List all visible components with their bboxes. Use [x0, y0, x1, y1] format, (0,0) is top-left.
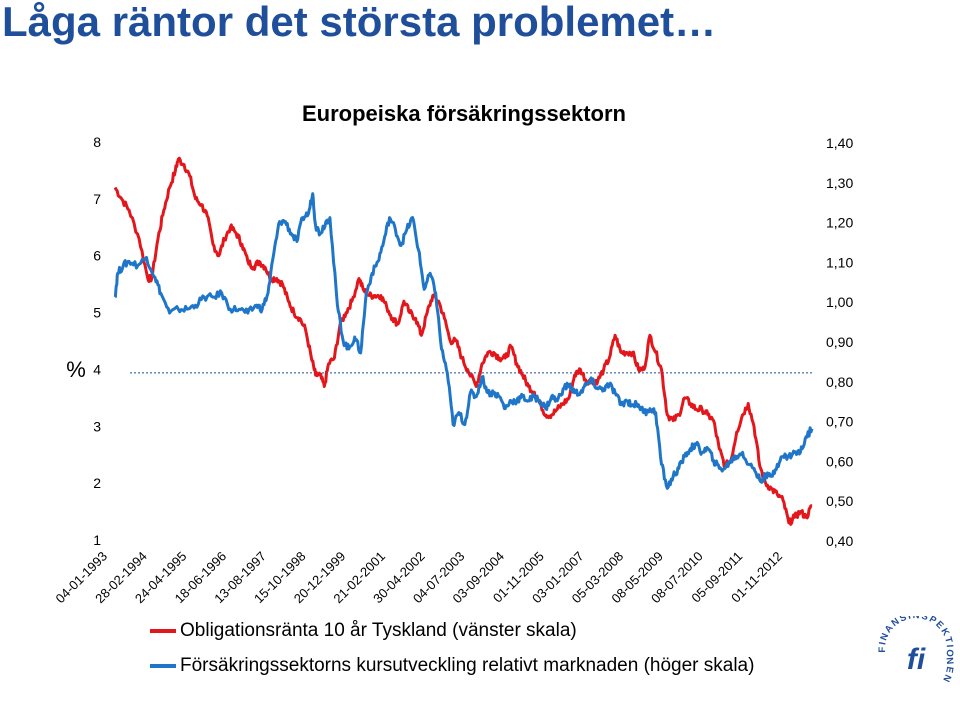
right-tick-label: 0,90: [826, 334, 853, 350]
slide-title: Låga räntor det största problemet…: [2, 0, 717, 45]
right-tick-label: 0,50: [826, 493, 853, 509]
legend-label-interest-rate: Obligationsränta 10 år Tyskland (vänster…: [180, 620, 577, 641]
left-tick-label: 8: [93, 134, 101, 150]
chart-title: Europeiska försäkringssektorn: [302, 101, 626, 126]
right-tick-label: 0,70: [826, 414, 853, 430]
right-tick-label: 0,60: [826, 453, 853, 469]
right-tick-label: 1,20: [826, 215, 853, 231]
left-tick-label: 5: [93, 305, 101, 321]
legend-item-insurance-sector: Försäkringssektorns kursutveckling relat…: [150, 655, 754, 677]
left-axis-label: %: [66, 357, 86, 382]
series-line-interest-rate: [113, 156, 813, 526]
left-tick-label: 7: [93, 191, 101, 207]
legend-label-insurance-sector: Försäkringssektorns kursutveckling relat…: [180, 655, 755, 676]
left-tick-label: 1: [93, 532, 101, 548]
legend-swatch-red: [150, 629, 176, 633]
right-tick-label: 1,10: [826, 254, 853, 270]
left-tick-label: 4: [93, 361, 101, 377]
left-tick-label: 6: [93, 248, 101, 264]
left-tick-label: 3: [93, 418, 101, 434]
legend-item-interest-rate: Obligationsränta 10 år Tyskland (vänster…: [150, 620, 577, 642]
legend-swatch-blue: [150, 664, 176, 668]
right-tick-label: 1,00: [826, 294, 853, 310]
right-tick-label: 1,40: [826, 135, 853, 151]
series-line-insurance-sector: [113, 192, 814, 490]
left-tick-label: 2: [93, 475, 101, 491]
right-tick-label: 1,30: [826, 175, 853, 191]
finansinspektionen-logo: FINANSINSPEKTIONEN fi: [877, 616, 954, 685]
logo-mark: fi: [907, 643, 926, 676]
right-tick-label: 0,40: [826, 533, 853, 549]
right-tick-label: 0,80: [826, 374, 853, 390]
